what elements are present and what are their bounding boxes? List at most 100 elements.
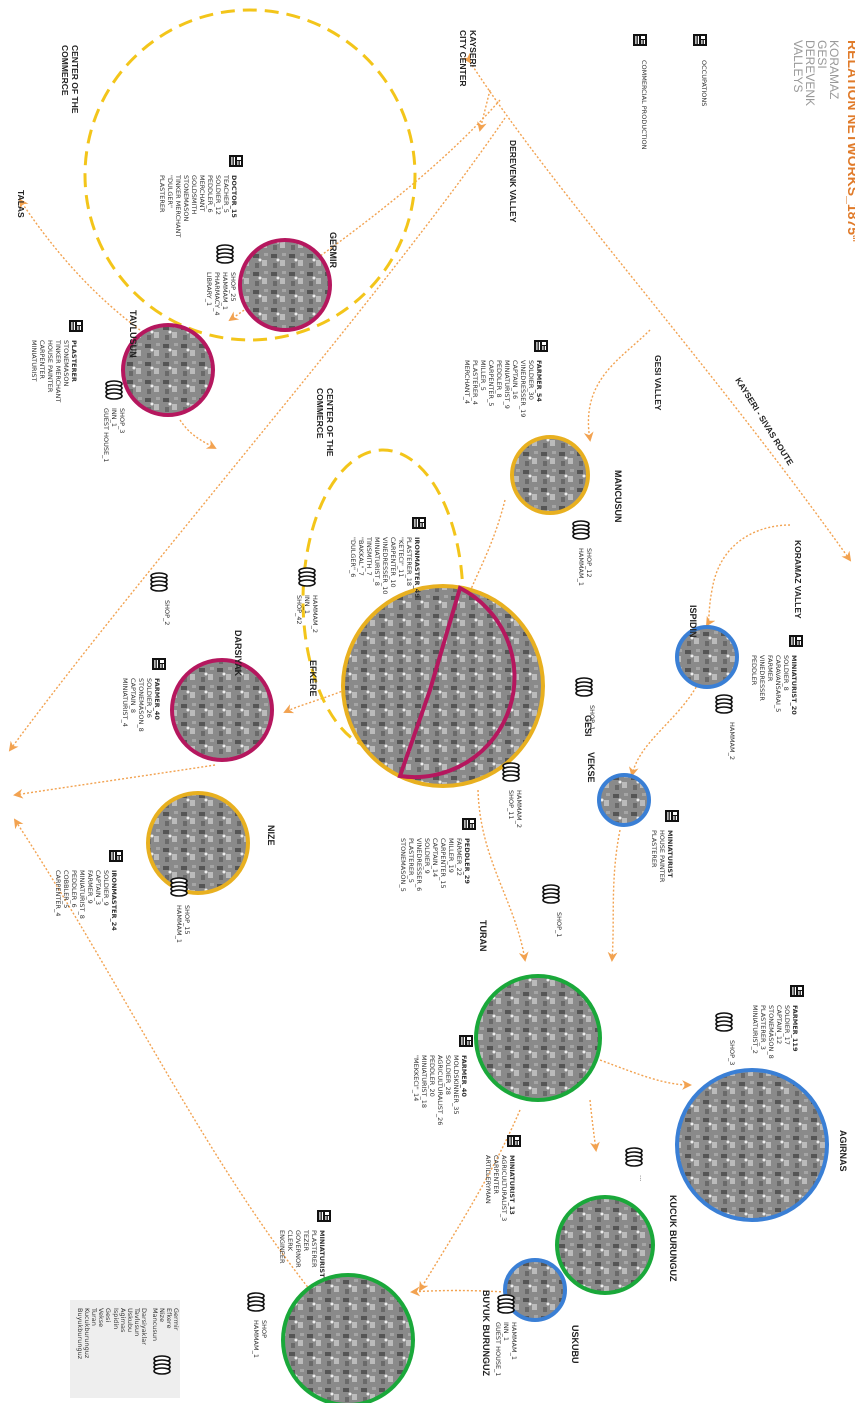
village-half [397, 585, 517, 780]
commerce-list-block: SHOP_3 [728, 1040, 736, 1065]
occupation-icon [459, 1035, 473, 1047]
legend-label: OCCUPATIONS [700, 60, 708, 106]
village-name: EFKERE [308, 660, 318, 697]
occupation-list: FARMER_40MOLDSKINNER_35SOLDIER_28AGRICUL… [412, 1055, 468, 1125]
occupation-list-block: MINIATURISTPLASTERERTEZERGOVERNORCLERKEN… [278, 1229, 326, 1278]
village-name: BUYUK BURUNGUZ [481, 1290, 491, 1376]
occupation-list-line: PEDDLER [750, 655, 758, 686]
key-list-line: Vekse [97, 1308, 105, 1327]
occupation-list-line: SOLDIER_8 [782, 655, 790, 691]
occupation-list-line: CARPENTER_5 [487, 360, 495, 406]
commerce-list-line: HAMMAM_1 [252, 1320, 260, 1358]
occupation-list: MINIATURISTPLASTERERTEZERGOVERNORCLERKEN… [278, 1229, 326, 1278]
village-name-line: NIZE [266, 825, 276, 846]
occupation-list-line: PEDDLER_29 [463, 838, 471, 884]
occupation-icon [790, 985, 804, 997]
key-list-line: Ispidin [112, 1308, 120, 1329]
legend-commercial [633, 34, 647, 46]
village-name: TURAN [478, 920, 488, 952]
commerce-icon [715, 694, 733, 714]
occupation-list-line: SOLDIER_26 [145, 678, 153, 718]
key-list-block: GesiVekseTuranKucukburunguzBuyukburunguz [76, 1307, 112, 1360]
commerce-list: SHOP_12HAMMAM_1 [577, 548, 593, 586]
village-name-line: ISPIDIN [688, 605, 698, 638]
commerce-list-line: PHARMACY_4 [213, 272, 221, 316]
commerce-list-block: SHOP_2 [163, 600, 171, 625]
occupation-list-block: MINIATURIST_13AGRICULTURALIST_3CARPENTER… [484, 1155, 516, 1221]
occupation-list: FARMER_54SOLDIER_30VINEDRESSER_19CAPTAIN… [463, 360, 543, 417]
village-name-line: GERMIR [328, 232, 338, 269]
commerce-list-block: SHOPHAMMAM_1 [252, 1320, 268, 1358]
occupation-icon [665, 810, 679, 822]
occupation-list-line: CARPENTER_15 [439, 838, 447, 889]
occupation-list-line: PEDDLER_6 [70, 870, 78, 908]
occupation-list-line: MINIATURIST_18 [420, 1055, 428, 1108]
region-label-line: DEREVENK VALLEY [508, 140, 518, 223]
occupation-list-line: STONEMASON_8 [137, 678, 145, 732]
key-list-line: Gesi [104, 1308, 112, 1322]
occupation-list-line: SOLDIER_30 [527, 360, 535, 400]
commerce-list: SHOP_15HAMMAM_1 [175, 905, 191, 943]
subtitle-line: GESI [815, 40, 829, 69]
occupation-list-line: AGRICULTURALIST_26 [436, 1055, 444, 1125]
occupation-list-line: ARTILLERYMAN [484, 1155, 492, 1204]
village-circle [474, 974, 602, 1102]
commerce-list-line: SHOP_1 [588, 705, 596, 730]
commerce-list-line: HAMMAM_1 [510, 1322, 518, 1360]
occupation-icon [229, 155, 243, 167]
key-list-line: Tavlusun [133, 1307, 141, 1336]
occupation-list-line: MINIATURIST_8 [373, 537, 381, 586]
occupation-list: PLASTERERSTONEMASONTINKER MERCHANTHOUSE … [30, 339, 78, 402]
commerce-list-line: HAMMAM_1 [577, 548, 585, 586]
occupation-list-line: CARAVANSARAI_5 [774, 655, 782, 712]
occupation-list-line: MINIATURIST_13 [508, 1155, 516, 1215]
commerce-list-block: ... [638, 1175, 646, 1181]
occupation-list-line: FARMER_54 [535, 360, 543, 402]
occupation-list-block: FARMER_54SOLDIER_30VINEDRESSER_19CAPTAIN… [463, 360, 543, 417]
occupation-list: FARMER_119SOLDIER_17CAPTAIN_12STONEMASON… [751, 1005, 799, 1059]
commerce-list-block: SHOP_3INN_1GUEST HOUSE_1 [102, 408, 126, 462]
occupation-list-line: MOLDSKINNER_35 [452, 1055, 460, 1115]
village-name-block: VEKSE [586, 752, 596, 783]
village-name: VEKSE [586, 752, 596, 783]
commerce-list: HAMMAM_2 [728, 722, 736, 760]
region-label-line: KAYSERI [468, 30, 478, 67]
occupation-list-line: MINIATURIST_20 [790, 655, 798, 715]
commerce-list-block: SHOP_15HAMMAM_1 [175, 905, 191, 943]
commerce-list-line: INN_1 [303, 595, 311, 614]
occupation-list-block: FARMER_40MOLDSKINNER_35SOLDIER_28AGRICUL… [412, 1055, 468, 1125]
subtitle-line: VALLEYS [791, 40, 805, 92]
key-list-line: Kucukburunguz [83, 1308, 91, 1359]
commerce-list-line: SHOP_25 [229, 272, 237, 302]
occupation-list: PEDDLER_29FARMER_22MILLER_19CARPENTER_15… [399, 838, 471, 892]
commerce-icon [105, 380, 123, 400]
legend-label: COMMERCIAL PRODUCTION [640, 60, 648, 150]
village-name-line: TAVLUSUN [128, 310, 138, 358]
village-name-line: KUCUK BURUNGUZ [668, 1195, 678, 1282]
commerce-label: CENTER OF THECOMMERCE [315, 388, 335, 457]
legend-label-line: COMMERCIAL PRODUCTION [640, 60, 648, 150]
commerce-list-line: SHOP_2 [163, 600, 171, 625]
occupation-list-line: MINIATURIST_9 [503, 360, 511, 409]
commerce-icon [247, 1292, 265, 1312]
occupation-list: MINIATURISTHOUSE PAINTERPLASTERER [650, 830, 674, 883]
occupation-list-line: TEACHER_5 [222, 174, 230, 213]
commerce-list-block: SHOP_1 [588, 705, 596, 730]
commerce-list-line: LIBRARY_1 [205, 272, 213, 306]
occupation-list-line: VINEDRESSER_10 [381, 537, 389, 594]
village-name: USKUBU [570, 1325, 580, 1364]
commerce-zone [83, 8, 417, 342]
occupation-list-line: ENGINEER [278, 1230, 286, 1264]
title-block: RELATION NETWORKS_1875th [845, 40, 855, 242]
village-name: KUCUK BURUNGUZ [668, 1195, 678, 1282]
occupation-list-line: FARMER_40 [460, 1055, 468, 1097]
occupation-icon [69, 320, 83, 332]
commerce-label-block: CENTER OF THECOMMERCE [315, 388, 335, 457]
occupation-list: DOCTOR_15TEACHER_5SOLDIER_12PEDDLER_6MER… [158, 174, 238, 237]
village-circle [121, 323, 215, 417]
occupation-list-block: MINIATURIST_20SOLDIER_8CARAVANSARAI_5FAR… [750, 655, 798, 715]
commerce-list-block: HAMMAM_2 [728, 722, 736, 760]
occupation-list-line: PLASTERER_3 [759, 1005, 767, 1050]
village-circle [170, 658, 274, 762]
village-name: TAVLUSUN [128, 310, 138, 358]
